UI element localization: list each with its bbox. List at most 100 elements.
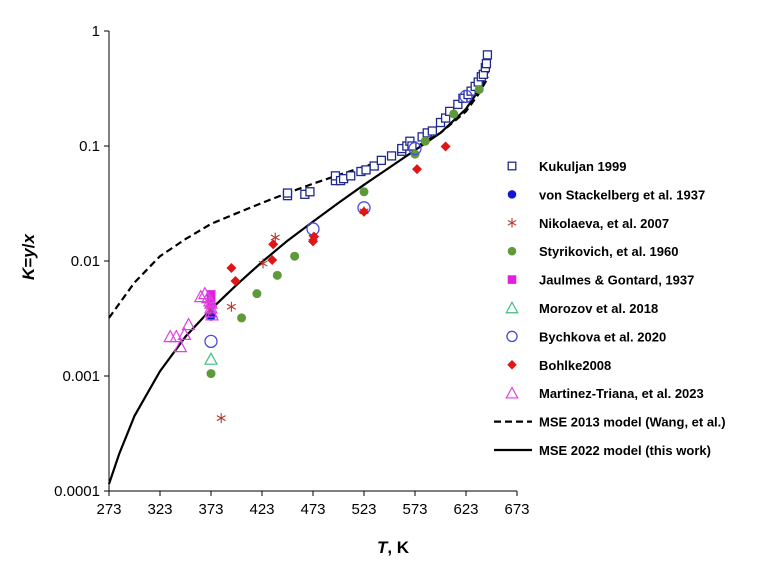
y-axis-title-k: K: [19, 266, 38, 280]
data-point-series-6: [204, 334, 218, 349]
mse-2013-model-line: [108, 76, 490, 319]
data-point-series-0: [453, 99, 463, 110]
data-point-series-7-shape: [309, 231, 320, 242]
data-point-series-7-shape: [440, 141, 451, 152]
data-point-series-0: [282, 188, 293, 198]
data-point-series-3: [272, 270, 282, 280]
chart-legend: Kukuljan 1999 von Stackelberg et al. 1937…: [494, 159, 726, 458]
data-point-series-0: [361, 165, 371, 175]
data-point-series-6-shape: [459, 89, 473, 104]
y-tick-label: 0.001: [62, 368, 100, 385]
chart-axes: [104, 30, 518, 496]
data-point-series-8: [181, 317, 196, 331]
data-point-series-0: [407, 141, 417, 151]
data-point-series-7: [267, 255, 278, 266]
legend-marker-swatch-shape: [506, 330, 518, 343]
data-point-series-7: [359, 206, 369, 217]
data-point-series-0: [369, 161, 379, 171]
data-point-series-3: [449, 109, 459, 119]
x-tick-label: 473: [300, 501, 325, 518]
data-point-series-0-shape: [369, 161, 379, 171]
x-tick-label: 523: [351, 501, 376, 518]
y-axis-title-y: y: [19, 247, 38, 259]
legend-label: von Stackelberg et al. 1937: [539, 187, 705, 202]
data-point-series-8-shape: [177, 327, 192, 341]
data-point-series-7-shape: [359, 206, 369, 217]
data-point-series-0: [376, 155, 386, 166]
data-point-series-5: [203, 351, 219, 365]
data-point-series-3: [420, 136, 430, 146]
data-point-series-0-shape: [376, 155, 386, 166]
data-point-series-0: [346, 171, 356, 181]
data-point-series-7: [226, 262, 237, 273]
x-tick-label: 673: [504, 501, 529, 518]
data-point-series-3-shape: [272, 270, 282, 280]
data-point-series-2: [258, 258, 268, 269]
legend-label: Styrikovich, et al. 1960: [539, 244, 678, 259]
data-point-series-8-shape: [173, 339, 188, 353]
data-point-series-3: [206, 369, 216, 379]
data-point-series-0-shape: [386, 151, 397, 161]
legend-label: Kukuljan 1999: [539, 159, 626, 174]
legend-label: Jaulmes & Gontard, 1937: [539, 273, 694, 288]
legend-label: MSE 2013 model (Wang, et al.): [539, 415, 726, 430]
data-point-series-2-stroke: [270, 234, 280, 241]
x-tick-label: 323: [147, 501, 172, 518]
legend-marker-swatch: [507, 275, 517, 284]
legend-marker-swatch-shape: [507, 190, 517, 199]
data-point-series-3: [237, 313, 247, 323]
data-point-series-2-stroke: [258, 260, 268, 267]
data-point-series-8: [169, 329, 184, 343]
legend-marker-swatch-shape: [507, 161, 517, 171]
legend-item: Nikolaeva, et al. 2007: [507, 216, 669, 231]
mse-2022-model-line: [107, 70, 490, 485]
legend-item: Martinez-Triana, et al. 2023: [505, 386, 704, 401]
legend-marker-swatch: [507, 190, 517, 199]
data-point-series-8-shape: [163, 329, 178, 343]
data-point-series-3-shape: [359, 187, 369, 197]
data-point-series-5-shape: [203, 351, 219, 365]
data-point-series-0-shape: [346, 171, 356, 181]
legend-marker-swatch-shape: [505, 301, 519, 314]
legend-item: Bohlke2008: [507, 358, 611, 373]
data-point-series-2: [216, 413, 226, 424]
data-point-series-3-shape: [420, 136, 430, 146]
data-point-series-8: [193, 289, 208, 303]
x-axis-title-var: T: [377, 538, 389, 557]
data-point-series-7: [268, 239, 279, 250]
data-point-series-8-shape: [193, 289, 208, 303]
legend-marker-swatch: [507, 161, 517, 171]
data-point-series-8-shape: [203, 295, 219, 309]
y-axis-title-slash: /: [19, 243, 38, 248]
data-point-series-8: [205, 307, 220, 321]
x-tick-label: 623: [453, 501, 478, 518]
data-point-series-8-shape: [169, 329, 184, 343]
legend-label: Martinez-Triana, et al. 2023: [539, 386, 704, 401]
data-point-series-7-shape: [226, 262, 237, 273]
data-point-series-3-shape: [252, 289, 262, 299]
data-point-series-6-shape: [408, 141, 422, 156]
data-point-series-0: [386, 151, 397, 161]
y-axis-title-eq: =: [19, 258, 38, 268]
data-point-series-0-shape: [361, 165, 371, 175]
legend-item: MSE 2013 model (Wang, et al.): [494, 415, 726, 430]
legend-item: von Stackelberg et al. 1937: [507, 187, 705, 202]
data-point-series-7: [412, 164, 423, 175]
data-point-series-3-shape: [449, 109, 459, 119]
data-point-series-0-shape: [453, 99, 463, 110]
data-point-series-2: [270, 232, 280, 243]
data-point-series-0: [305, 187, 315, 197]
data-points: [163, 50, 493, 424]
data-point-series-0-shape: [427, 126, 437, 136]
legend-label: Nikolaeva, et al. 2007: [539, 216, 669, 231]
legend-marker-swatch: [505, 386, 519, 399]
legend-marker-swatch: [507, 360, 517, 370]
legend-marker-swatch: [506, 330, 518, 343]
data-point-series-3-shape: [290, 251, 300, 261]
y-tick-label: 0.1: [79, 138, 100, 155]
legend-label: Bohlke2008: [539, 358, 611, 373]
data-point-series-3-shape: [206, 369, 216, 379]
data-point-series-0-shape: [407, 141, 417, 151]
x-tick-label: 573: [402, 501, 427, 518]
